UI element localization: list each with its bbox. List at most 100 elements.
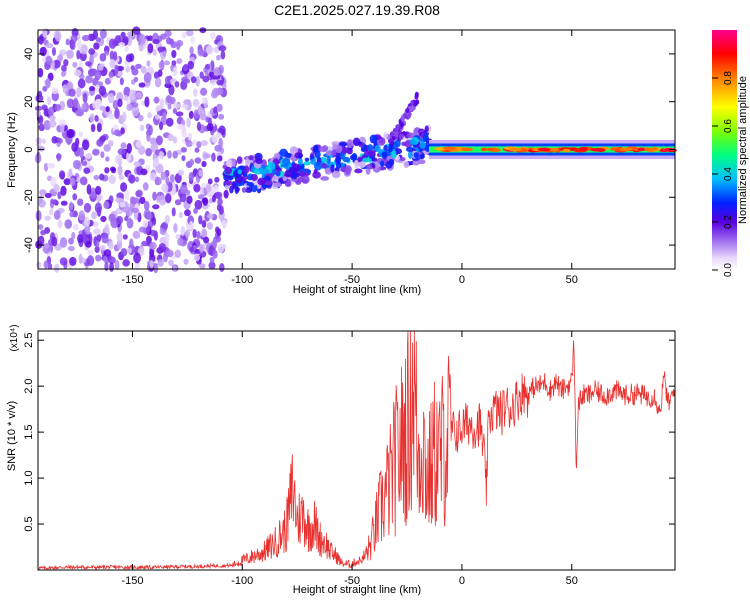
spectrogram-cell [92,221,99,228]
spectrogram-cell [366,164,373,170]
spectrogram-cell [383,132,388,139]
spectrogram-cell [152,49,157,56]
spectrogram-cell [217,197,223,206]
spectrogram-cell [104,167,110,174]
spectrogram-cell [59,49,67,56]
spectrogram-cell [187,60,194,70]
spectrogram-cell [129,89,137,101]
spectrogram-cell [167,133,175,141]
spectrogram-cell [66,82,72,90]
spectrogram-cell [43,260,49,269]
spectrogram-cell [243,165,250,174]
spectrogram-cell [123,86,131,98]
spectrogram-cell [285,152,292,158]
colorbar: 0.0 0.2 0.4 0.6 0.8 Normalized spectral ampl… [712,30,749,277]
spectrogram-cell [282,176,288,181]
spectrogram-cell [351,152,358,161]
spectrogram-cell [302,175,310,184]
spectrogram-cell [114,259,120,270]
spectrogram-cell [40,229,47,236]
x-tick-label: 0 [459,274,465,286]
spectrogram-cell [94,245,100,254]
spectrogram-cell [92,148,100,156]
spectrogram-cell [95,84,100,92]
spectrogram-cell [72,223,79,231]
spectrogram-cell [146,60,151,67]
spectrogram-cell [96,196,102,203]
spectrogram-cell [66,49,74,60]
spectrogram-cell [115,207,122,214]
spectrogram-cell [36,261,42,269]
spectrogram-cell [190,76,197,84]
spectrogram-cell [82,160,88,166]
spectrogram-cell [194,147,200,153]
spectrogram-cell [212,250,218,259]
spectrogram-cell [98,85,107,96]
spectrogram-cell [158,242,167,252]
spectrogram-cell [85,75,93,84]
spectrogram-cell [126,151,132,162]
spectrogram-cell [213,66,220,77]
snr-series-line [37,330,676,571]
spectrogram-cell [321,157,328,163]
spectrogram-cell [209,256,215,264]
spectrogram-cell [43,162,49,172]
spectrogram-cell [134,261,140,270]
spectrogram-cell [152,216,157,226]
spectrogram-cell [480,147,488,152]
spectrogram-cell [44,192,52,199]
spectrogram-cell [165,176,170,185]
spectrogram-cell [263,175,271,182]
spectrogram-cell [400,121,405,127]
spectrogram-cell [138,114,144,122]
spectrogram-cell [37,235,45,246]
spectrogram-cell [60,71,66,77]
spectrogram-cell [124,216,129,222]
spectrogram-cell [419,153,425,160]
spectrogram-cell [196,231,201,239]
spectrogram-cell [115,154,123,165]
spectrogram-cell [108,213,116,223]
spectrogram-cell [354,159,359,169]
spectrogram-cell [269,162,276,170]
spectrogram-cell [35,110,42,118]
spectrogram-cell [117,98,123,108]
spectrogram-cell [149,241,157,250]
spectrogram-cell [325,150,334,156]
spectrogram-cell [289,146,299,155]
spectrogram-cell [174,199,182,206]
spectrogram-cell [57,137,63,144]
spectrogram-cell [159,199,165,206]
spectrogram-cell [216,79,224,86]
spectrogram-cell [184,229,190,238]
spectrogram-cell [94,70,102,81]
spectrogram-x-label: Height of straight line (km) [293,284,421,296]
spectrogram-cell [75,109,84,117]
spectrogram-cell [297,176,304,183]
snr-panel: -150 -100 -50 0 50 0.5 1.0 1.5 2.0 2.5 Height of… [6,324,676,596]
spectrogram-cell [42,243,50,249]
spectrogram-cell [197,105,203,116]
spectrogram-cell [158,151,165,160]
spectrogram-cell [100,151,105,159]
spectrogram-cell [167,150,172,159]
spectrogram-cell [54,263,60,273]
spectrogram-cell [284,170,293,178]
spectrogram-cell [412,160,420,166]
spectrogram-cell [185,140,193,148]
spectrogram-cell [196,121,202,132]
spectrogram-cell [197,48,205,57]
spectrogram-cell [72,159,81,170]
spectrogram-cell [138,226,146,233]
spectrogram-cell [207,178,213,185]
spectrogram-cell [174,81,180,88]
spectrogram-cell [120,182,128,192]
spectrogram-cell [113,129,121,137]
spectrogram-cell [60,200,68,206]
spectrogram-cell [167,103,172,110]
spectrogram-x-axis: -150 -100 -50 0 50 [121,30,578,286]
spectrogram-cell [362,157,370,163]
spectrogram-cell [79,44,88,55]
spectrogram-cell [110,167,117,174]
spectrogram-cell [105,156,110,162]
